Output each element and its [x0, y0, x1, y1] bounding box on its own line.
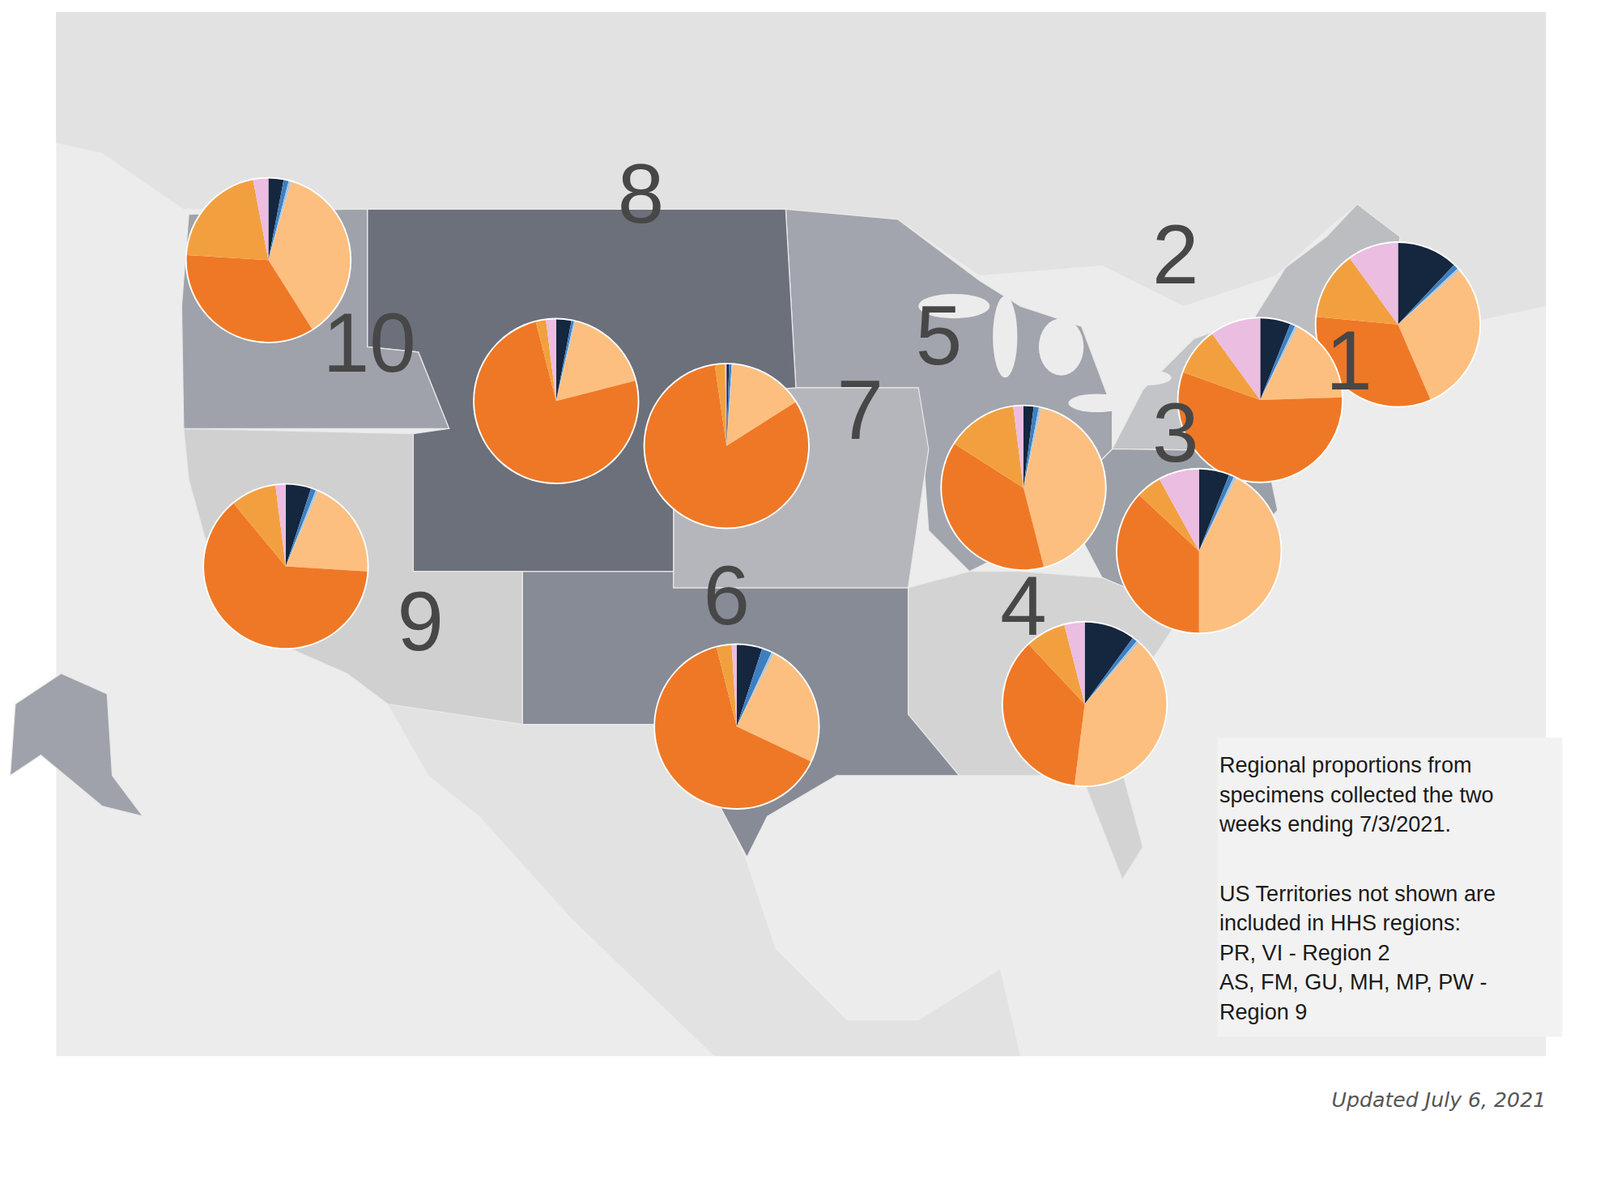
map-background — [55, 12, 1546, 1056]
note-text: Region 9 — [1219, 999, 1307, 1025]
pie-slice — [1074, 642, 1166, 786]
pie-slice — [253, 178, 269, 261]
hhs-region — [183, 428, 523, 724]
pie-slice — [1212, 318, 1260, 400]
pie-slice — [234, 485, 286, 566]
region-label: 3 — [1152, 385, 1199, 480]
pie-slice — [545, 319, 557, 401]
pie-slice — [1064, 622, 1086, 705]
pie-slice — [285, 491, 368, 572]
pie-border — [202, 483, 369, 650]
region-label: 1 — [1325, 313, 1372, 408]
region-label: 4 — [1000, 558, 1047, 653]
region-label: 7 — [837, 362, 884, 457]
region-label: 9 — [396, 574, 443, 669]
pie-chart — [643, 362, 810, 529]
updated-text: Updated July 6, 2021 — [1331, 1088, 1547, 1112]
region-label: 6 — [703, 548, 750, 643]
pie-slice — [716, 645, 737, 728]
pie-slice — [954, 406, 1024, 488]
region-label: 2 — [1152, 207, 1199, 302]
pie-border — [643, 362, 810, 529]
lake — [1068, 393, 1126, 413]
note-text: included in HHS regions: — [1219, 910, 1461, 936]
region-label: 10 — [323, 295, 417, 390]
pie-border — [1314, 241, 1481, 408]
pie-chart — [472, 318, 639, 485]
note-text: Regional proportions from — [1219, 752, 1473, 778]
pie-slice — [187, 255, 313, 342]
pie-slice — [724, 364, 727, 447]
map-figure: 1 2 3 4 5 67 8 9 10 Regional proportions from spec… — [0, 0, 1600, 1200]
hhs-region — [10, 208, 450, 817]
pie-slice — [731, 644, 737, 727]
note-text: US Territories not shown are — [1219, 880, 1496, 907]
pie-border — [1177, 316, 1344, 483]
pie-border — [1115, 468, 1282, 635]
pie-chart — [202, 483, 369, 650]
pie-chart — [1115, 468, 1282, 635]
pie-slice — [714, 364, 728, 447]
pie-slice — [1159, 469, 1200, 552]
pie-chart — [940, 404, 1107, 571]
pie-slice — [536, 319, 557, 401]
note-box — [1217, 737, 1562, 1037]
pies — [185, 177, 1481, 810]
pie-slice — [1349, 242, 1398, 325]
pie-chart — [1314, 241, 1481, 408]
pie-border — [653, 643, 820, 810]
pie-slice — [1012, 406, 1024, 489]
note-text: weeks ending 7/3/2021. — [1218, 811, 1452, 837]
note-text: AS, FM, GU, MH, MP, PW - — [1219, 969, 1487, 995]
region-label: 5 — [915, 288, 962, 383]
pie-chart — [1177, 316, 1344, 483]
lake — [1114, 369, 1172, 386]
pie-slice — [1199, 478, 1281, 634]
region-label: 8 — [617, 146, 664, 241]
pie-border — [472, 318, 639, 485]
pie-slice — [275, 485, 286, 567]
lake — [992, 295, 1018, 378]
pie-chart — [653, 643, 820, 810]
pie-border — [940, 404, 1107, 571]
note-text: PR, VI - Region 2 — [1219, 940, 1391, 966]
page-background — [0, 0, 1600, 1200]
lake — [1038, 318, 1084, 376]
note-text: specimens collected the two — [1219, 782, 1494, 808]
